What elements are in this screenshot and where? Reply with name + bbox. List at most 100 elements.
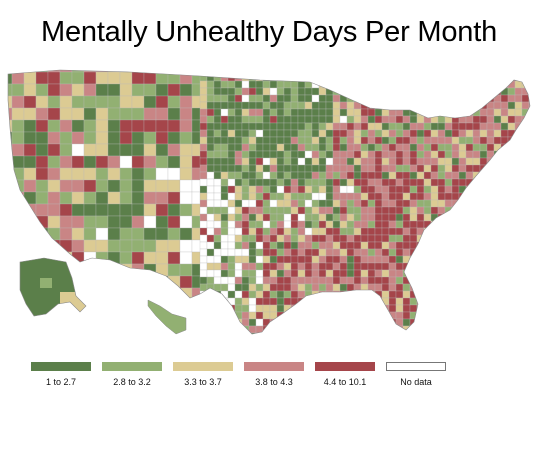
county-cell xyxy=(276,318,285,327)
county-cell xyxy=(458,94,467,103)
county-cell xyxy=(528,332,530,334)
county-cell xyxy=(199,199,208,208)
county-cell xyxy=(35,107,49,121)
county-cell xyxy=(297,269,306,278)
county-cell xyxy=(276,227,285,236)
county-cell xyxy=(234,94,243,103)
county-cell xyxy=(311,178,320,187)
county-cell xyxy=(332,234,341,243)
county-cell xyxy=(416,101,425,110)
county-cell xyxy=(409,283,418,292)
county-cell xyxy=(367,304,376,313)
county-cell xyxy=(388,276,397,285)
county-cell xyxy=(465,101,474,110)
county-cell xyxy=(493,227,502,236)
county-cell xyxy=(276,220,285,229)
county-cell xyxy=(262,164,271,173)
county-cell xyxy=(486,213,495,222)
county-cell xyxy=(290,269,299,278)
county-cell xyxy=(255,101,264,110)
county-cell xyxy=(143,155,157,169)
county-cell xyxy=(255,248,264,257)
county-cell xyxy=(507,213,516,222)
county-cell xyxy=(423,87,432,96)
county-cell xyxy=(234,332,243,334)
county-cell xyxy=(262,178,271,187)
county-cell xyxy=(437,164,446,173)
county-cell xyxy=(339,304,348,313)
county-cell xyxy=(374,122,383,131)
county-cell xyxy=(528,262,530,271)
county-cell xyxy=(493,199,502,208)
county-cell xyxy=(444,129,453,138)
county-cell xyxy=(374,157,383,166)
county-cell xyxy=(507,220,516,229)
county-cell xyxy=(199,94,208,103)
county-cell xyxy=(332,73,341,82)
county-cell xyxy=(262,269,271,278)
county-cell xyxy=(262,101,271,110)
county-cell xyxy=(220,150,229,159)
county-cell xyxy=(318,115,327,124)
county-cell xyxy=(507,178,516,187)
legend-label-4: 3.8 to 4.3 xyxy=(255,377,293,387)
county-cell xyxy=(241,73,250,82)
county-cell xyxy=(514,248,523,257)
county-cell xyxy=(241,94,250,103)
county-cell xyxy=(290,311,299,320)
county-cell xyxy=(213,276,222,285)
county-cell xyxy=(402,213,411,222)
county-cell xyxy=(83,275,97,289)
county-cell xyxy=(255,318,264,327)
county-cell xyxy=(402,129,411,138)
county-cell xyxy=(521,248,530,257)
county-cell xyxy=(83,71,97,85)
county-cell xyxy=(220,269,229,278)
county-cell xyxy=(311,94,320,103)
county-cell xyxy=(255,206,264,215)
county-cell xyxy=(451,234,460,243)
county-cell xyxy=(269,136,278,145)
county-cell xyxy=(332,311,341,320)
county-cell xyxy=(35,83,49,97)
county-cell xyxy=(416,70,425,75)
county-cell xyxy=(388,304,397,313)
county-cell xyxy=(528,178,530,187)
county-cell xyxy=(255,150,264,159)
county-cell xyxy=(167,71,181,85)
county-cell xyxy=(339,150,348,159)
county-cell xyxy=(444,157,453,166)
county-cell xyxy=(423,115,432,124)
county-cell xyxy=(451,164,460,173)
county-cell xyxy=(381,325,390,334)
county-cell xyxy=(290,255,299,264)
county-cell xyxy=(220,332,229,334)
county-cell xyxy=(241,157,250,166)
county-cell xyxy=(479,199,488,208)
county-cell xyxy=(206,297,215,306)
county-cell xyxy=(119,287,133,301)
county-cell xyxy=(374,70,383,75)
county-cell xyxy=(297,192,306,201)
county-cell xyxy=(220,171,229,180)
county-cell xyxy=(318,101,327,110)
county-cell xyxy=(107,263,121,277)
county-cell xyxy=(437,73,446,82)
county-cell xyxy=(507,227,516,236)
county-cell xyxy=(500,332,509,334)
county-cell xyxy=(514,164,523,173)
county-cell xyxy=(179,143,193,157)
county-cell xyxy=(11,119,25,133)
county-cell xyxy=(179,167,193,181)
county-cell xyxy=(131,203,145,217)
county-cell xyxy=(227,136,236,145)
county-cell xyxy=(241,325,250,334)
county-cell xyxy=(360,80,369,89)
county-cell xyxy=(346,269,355,278)
county-cell xyxy=(444,297,453,306)
county-cell xyxy=(248,304,257,313)
county-cell xyxy=(131,155,145,169)
county-cell xyxy=(269,115,278,124)
county-cell xyxy=(213,234,222,243)
county-cell xyxy=(213,129,222,138)
